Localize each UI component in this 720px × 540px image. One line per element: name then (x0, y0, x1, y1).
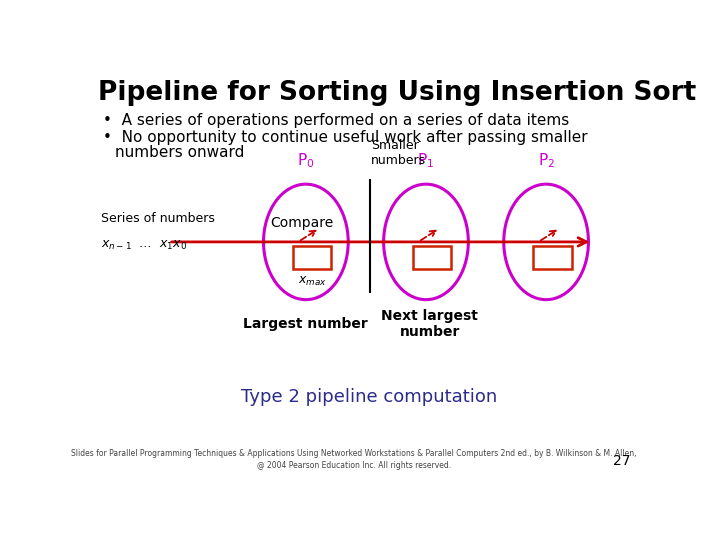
Text: P$_1$: P$_1$ (418, 152, 434, 170)
Text: @ 2004 Pearson Education Inc. All rights reserved.: @ 2004 Pearson Education Inc. All rights… (256, 461, 451, 470)
Text: P$_0$: P$_0$ (297, 152, 315, 170)
Text: P$_2$: P$_2$ (538, 152, 554, 170)
Text: Largest number: Largest number (243, 316, 368, 330)
Text: •  A series of operations performed on a series of data items: • A series of operations performed on a … (102, 112, 569, 127)
Text: numbers onward: numbers onward (115, 145, 244, 160)
Text: Slides for Parallel Programming Techniques & Applications Using Networked Workst: Slides for Parallel Programming Techniqu… (71, 449, 636, 458)
Text: Pipeline for Sorting Using Insertion Sort: Pipeline for Sorting Using Insertion Sor… (98, 80, 696, 106)
Text: Compare: Compare (271, 217, 333, 231)
Text: 27: 27 (613, 454, 631, 468)
Text: Series of numbers: Series of numbers (101, 212, 215, 225)
Text: Type 2 pipeline computation: Type 2 pipeline computation (241, 388, 497, 407)
Text: •  No opportunity to continue useful work after passing smaller: • No opportunity to continue useful work… (102, 130, 588, 145)
Text: $x_{max}$: $x_{max}$ (297, 275, 326, 288)
Text: $x_{n-1}$  …  $x_1 x_0$: $x_{n-1}$ … $x_1 x_0$ (101, 239, 187, 252)
Text: Smaller
numbers: Smaller numbers (372, 139, 426, 167)
Text: Next largest
number: Next largest number (382, 309, 478, 339)
